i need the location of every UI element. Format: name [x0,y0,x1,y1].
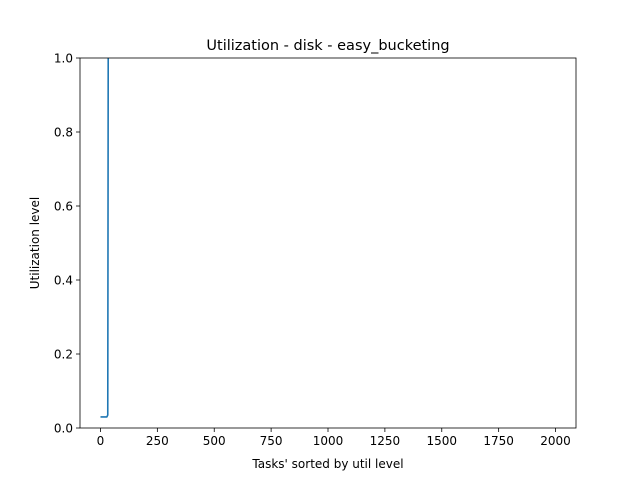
x-tick-label: 0 [97,434,105,448]
plot-layer [100,58,110,418]
x-axis: 0 250 500 750 1000 1250 1500 1750 2000 [97,428,571,448]
y-axis: 0.0 0.2 0.4 0.6 0.8 1.0 [54,51,80,435]
y-tick-label: 0.0 [54,421,73,435]
x-tick-label: 1500 [426,434,457,448]
x-tick-label: 1250 [370,434,401,448]
series-line [100,58,110,418]
y-tick-label: 0.6 [54,199,73,213]
x-tick-label: 750 [260,434,283,448]
y-tick-label: 1.0 [54,51,73,65]
y-tick-label: 0.4 [54,273,73,287]
x-axis-label: Tasks' sorted by util level [251,457,403,471]
y-tick-label: 0.2 [54,347,73,361]
y-tick-label: 0.8 [54,125,73,139]
x-tick-label: 1000 [313,434,344,448]
x-tick-label: 250 [146,434,169,448]
x-tick-label: 2000 [540,434,571,448]
x-tick-label: 500 [203,434,226,448]
y-axis-label: Utilization level [28,197,42,289]
chart-title: Utilization - disk - easy_bucketing [206,38,449,54]
x-tick-label: 1750 [483,434,514,448]
